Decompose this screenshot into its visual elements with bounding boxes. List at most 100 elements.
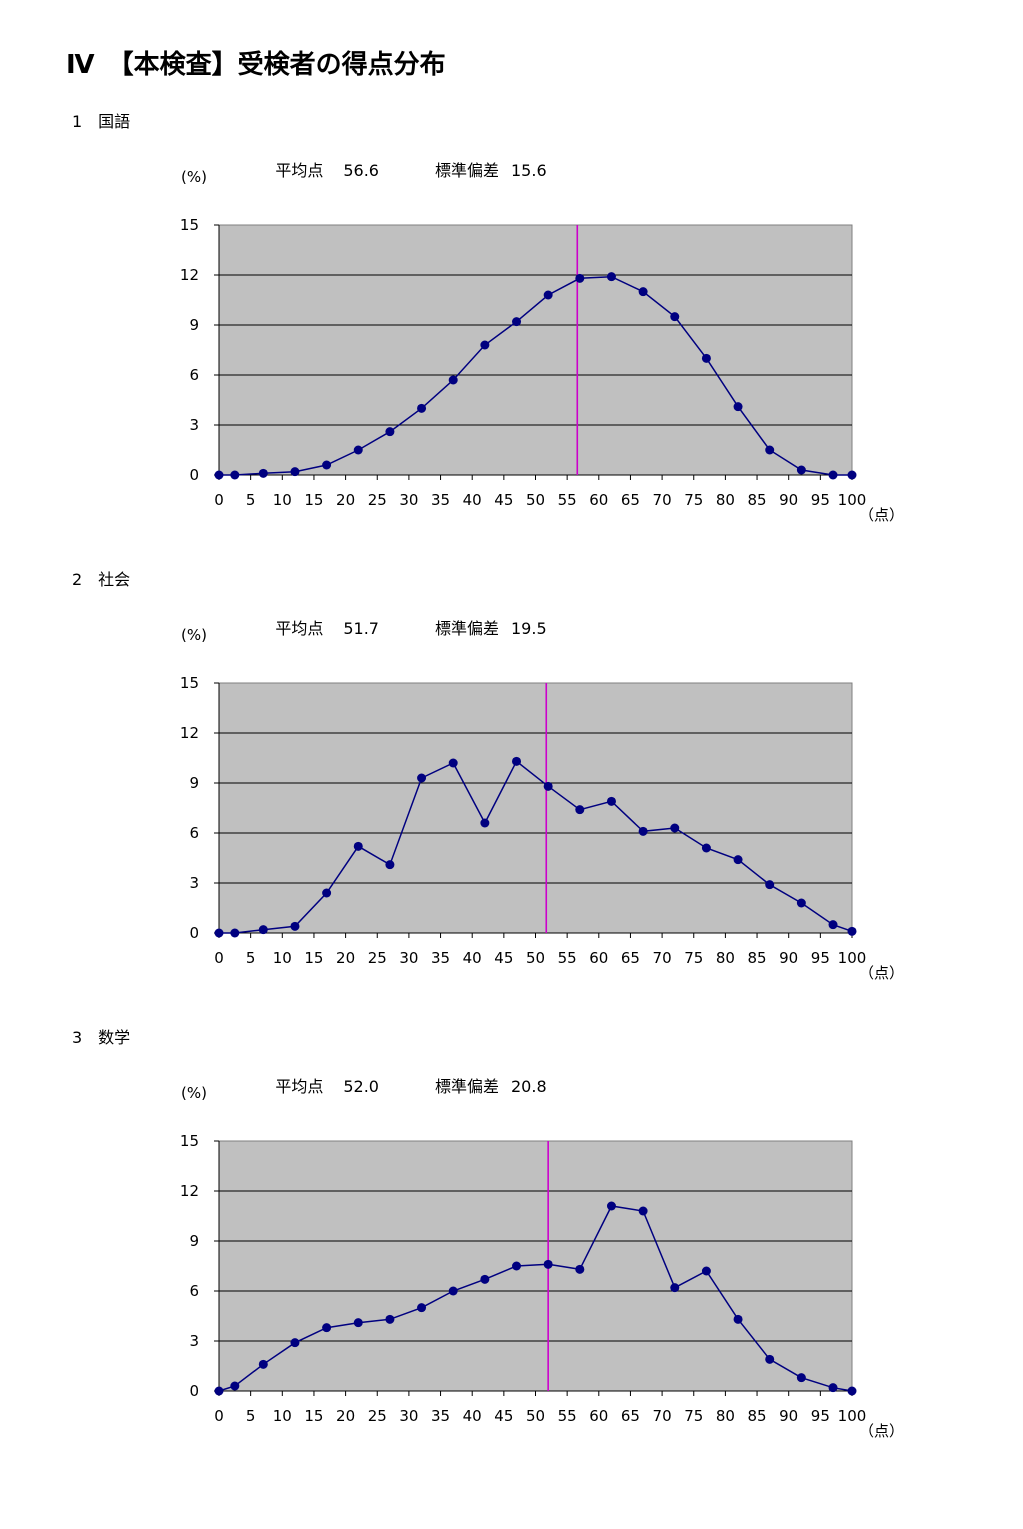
y-tick-label: 3 bbox=[189, 1332, 199, 1350]
x-tick-label: 25 bbox=[368, 949, 387, 967]
sd-value: 20.8 bbox=[511, 1077, 547, 1096]
x-tick-label: 40 bbox=[463, 949, 482, 967]
x-unit-label: （点） bbox=[859, 964, 904, 982]
data-point bbox=[258, 925, 268, 935]
section-label: 3 数学 bbox=[72, 1028, 131, 1047]
mean-value: 52.0 bbox=[343, 1077, 379, 1096]
series-line bbox=[218, 1205, 853, 1392]
y-tick-label: 3 bbox=[189, 416, 199, 434]
y-unit-label: (%) bbox=[181, 168, 207, 186]
data-point bbox=[606, 272, 616, 282]
x-tick-label: 5 bbox=[246, 1407, 256, 1425]
series-line bbox=[219, 275, 852, 476]
y-tick-label: 15 bbox=[180, 674, 199, 692]
y-unit-label: (%) bbox=[181, 1084, 207, 1102]
x-tick-label: 40 bbox=[463, 1407, 482, 1425]
data-point bbox=[322, 888, 332, 898]
data-point bbox=[322, 460, 332, 470]
data-point bbox=[322, 1323, 332, 1333]
x-tick-label: 50 bbox=[526, 491, 545, 509]
x-tick-label: 50 bbox=[526, 949, 545, 967]
x-tick-label: 20 bbox=[336, 949, 355, 967]
data-point bbox=[670, 823, 680, 833]
data-point bbox=[214, 470, 224, 480]
section-social-studies: 2 社会 平均点 51.7 標準偏差 19.5 (%) 0 3 6 9 12 15 0 5 10 15 2… bbox=[0, 566, 1023, 1024]
y-tick-label: 12 bbox=[180, 1182, 199, 1200]
section-label: 2 社会 bbox=[72, 570, 131, 589]
plot-area bbox=[218, 682, 853, 934]
data-point bbox=[670, 1283, 680, 1293]
x-tick-label: 20 bbox=[336, 491, 355, 509]
y-tick-label: 6 bbox=[189, 1282, 199, 1300]
x-tick-label: 75 bbox=[684, 491, 703, 509]
data-point bbox=[214, 1386, 224, 1396]
data-point bbox=[512, 1261, 522, 1271]
y-tick-label: 6 bbox=[189, 824, 199, 842]
data-point bbox=[230, 470, 240, 480]
x-tick-label: 85 bbox=[748, 1407, 767, 1425]
data-point bbox=[701, 1266, 711, 1276]
x-tick-label: 15 bbox=[304, 491, 323, 509]
data-point bbox=[796, 465, 806, 475]
x-tick-label: 0 bbox=[214, 491, 224, 509]
data-point bbox=[353, 445, 363, 455]
x-tick-label: 15 bbox=[304, 949, 323, 967]
data-point bbox=[701, 353, 711, 363]
data-point bbox=[448, 758, 458, 768]
data-point bbox=[847, 470, 857, 480]
x-tick-label: 30 bbox=[399, 1407, 418, 1425]
data-point bbox=[385, 1314, 395, 1324]
data-point bbox=[575, 1264, 585, 1274]
data-point bbox=[765, 880, 775, 890]
x-tick-label: 25 bbox=[368, 491, 387, 509]
data-point bbox=[448, 1286, 458, 1296]
data-point bbox=[480, 818, 490, 828]
data-point bbox=[765, 445, 775, 455]
x-tick-label: 90 bbox=[779, 491, 798, 509]
x-tick-label: 55 bbox=[558, 1407, 577, 1425]
data-point bbox=[638, 1206, 648, 1216]
x-tick-label: 5 bbox=[246, 949, 256, 967]
x-tick-label: 35 bbox=[431, 1407, 450, 1425]
data-point bbox=[290, 1338, 300, 1348]
data-point bbox=[575, 273, 585, 283]
page-title: Ⅳ 【本検査】受検者の得点分布 bbox=[66, 50, 446, 80]
mean-label: 平均点 bbox=[275, 619, 324, 638]
x-tick-label: 80 bbox=[716, 949, 735, 967]
distribution-chart-math: 0 3 6 9 12 15 0 5 10 15 20 25 30 35 40 45 50 55 60 65 70 75 80… bbox=[180, 1132, 904, 1440]
y-tick-label: 15 bbox=[180, 1132, 199, 1150]
x-tick-label: 75 bbox=[684, 949, 703, 967]
x-tick-label: 100 bbox=[838, 949, 867, 967]
x-tick-label: 65 bbox=[621, 491, 640, 509]
stats-line: 平均点 51.7 標準偏差 19.5 bbox=[255, 596, 546, 658]
section-japanese: 1 国語 平均点 56.6 標準偏差 15.6 (%) 0 3 6 9 12 15 0 5 10 15 2… bbox=[0, 108, 1023, 566]
plot-area bbox=[218, 224, 853, 476]
x-tick-label: 70 bbox=[653, 1407, 672, 1425]
x-tick-label: 65 bbox=[621, 949, 640, 967]
data-point bbox=[701, 843, 711, 853]
x-tick-label: 80 bbox=[716, 491, 735, 509]
data-point bbox=[847, 1386, 857, 1396]
x-tick-label: 60 bbox=[589, 491, 608, 509]
x-tick-label: 55 bbox=[558, 949, 577, 967]
data-point bbox=[796, 898, 806, 908]
data-point bbox=[258, 1359, 268, 1369]
x-tick-label: 30 bbox=[399, 949, 418, 967]
x-tick-label: 20 bbox=[336, 1407, 355, 1425]
data-point bbox=[670, 312, 680, 322]
mean-label: 平均点 bbox=[275, 1077, 324, 1096]
data-point bbox=[638, 826, 648, 836]
mean-value: 51.7 bbox=[343, 619, 379, 638]
y-tick-label: 0 bbox=[189, 1382, 199, 1400]
data-point bbox=[543, 1259, 553, 1269]
x-unit-label: （点） bbox=[859, 1422, 904, 1440]
data-point bbox=[512, 317, 522, 327]
sd-label: 標準偏差 bbox=[434, 161, 499, 180]
x-tick-label: 30 bbox=[399, 491, 418, 509]
data-point bbox=[353, 841, 363, 851]
data-point bbox=[606, 1201, 616, 1211]
data-point bbox=[417, 773, 427, 783]
data-point bbox=[385, 427, 395, 437]
y-tick-label: 0 bbox=[189, 466, 199, 484]
data-point bbox=[353, 1318, 363, 1328]
